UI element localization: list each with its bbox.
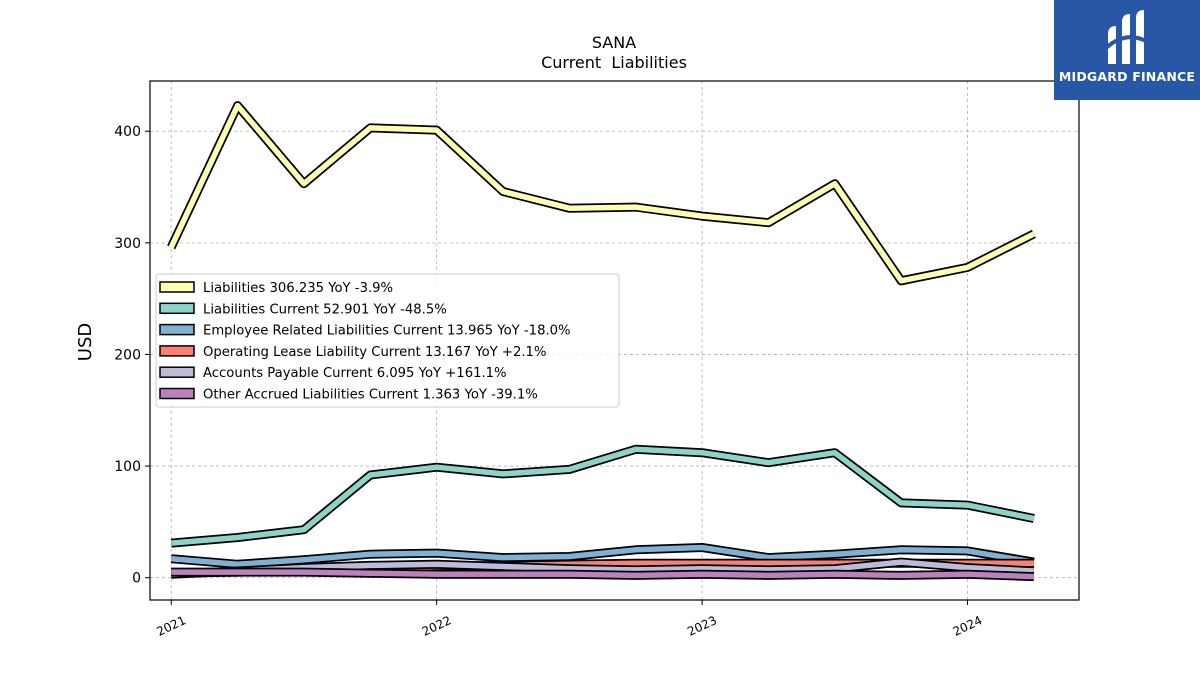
- series-line-4: [171, 559, 1035, 578]
- chart-subtitle: Current Liabilities: [541, 53, 687, 72]
- legend-swatch: [159, 302, 195, 315]
- series-line-1: [170, 446, 1035, 546]
- plot-frame: [149, 80, 1080, 601]
- y-tick-label: 400: [114, 124, 141, 140]
- x-tick-label: 2023: [685, 613, 719, 639]
- y-tick-label: 0: [132, 571, 141, 587]
- series-line-5: [171, 569, 1034, 580]
- chart-title: SANA: [592, 33, 636, 52]
- grid: [150, 81, 1079, 600]
- brand-name: MIDGARD FINANCE: [1058, 69, 1196, 84]
- series-outline-0: [167, 101, 1036, 286]
- y-tick-label: 100: [114, 459, 141, 475]
- legend-entry: Liabilities 306.235 YoY -3.9%: [203, 281, 393, 296]
- brand-logo: MIDGARD FINANCE: [1054, 0, 1200, 100]
- legend-swatch: [159, 323, 195, 336]
- series-line-2: [170, 544, 1035, 568]
- legend-swatch: [159, 366, 195, 378]
- y-tick-label: 300: [114, 236, 141, 252]
- x-tick-label: 2021: [154, 613, 188, 639]
- legend-entry: Other Accrued Liabilities Current 1.363 …: [203, 388, 538, 403]
- x-tick-label: 2022: [420, 613, 454, 639]
- legend-entry: Accounts Payable Current 6.095 YoY +161.…: [203, 366, 507, 381]
- legend-box: [155, 273, 620, 408]
- legend: Liabilities 306.235 YoY -3.9% Liabilities…: [155, 273, 620, 408]
- legend-entry: Operating Lease Liability Current 13.167…: [203, 345, 546, 360]
- legend-swatch: [159, 281, 195, 293]
- series-line-0: [168, 102, 1036, 284]
- legend-swatch: [159, 387, 195, 400]
- x-tick-label: 2024: [951, 613, 985, 639]
- legend-entry: Employee Related Liabilities Current 13.…: [203, 324, 571, 339]
- legend-swatch: [159, 345, 195, 357]
- series-layer: [167, 101, 1036, 582]
- y-tick-label: 200: [114, 347, 141, 363]
- legend-entry: Liabilities Current 52.901 YoY -48.5%: [203, 302, 447, 317]
- brand-mark-icon: [1104, 10, 1149, 64]
- y-axis-label: USD: [75, 323, 96, 361]
